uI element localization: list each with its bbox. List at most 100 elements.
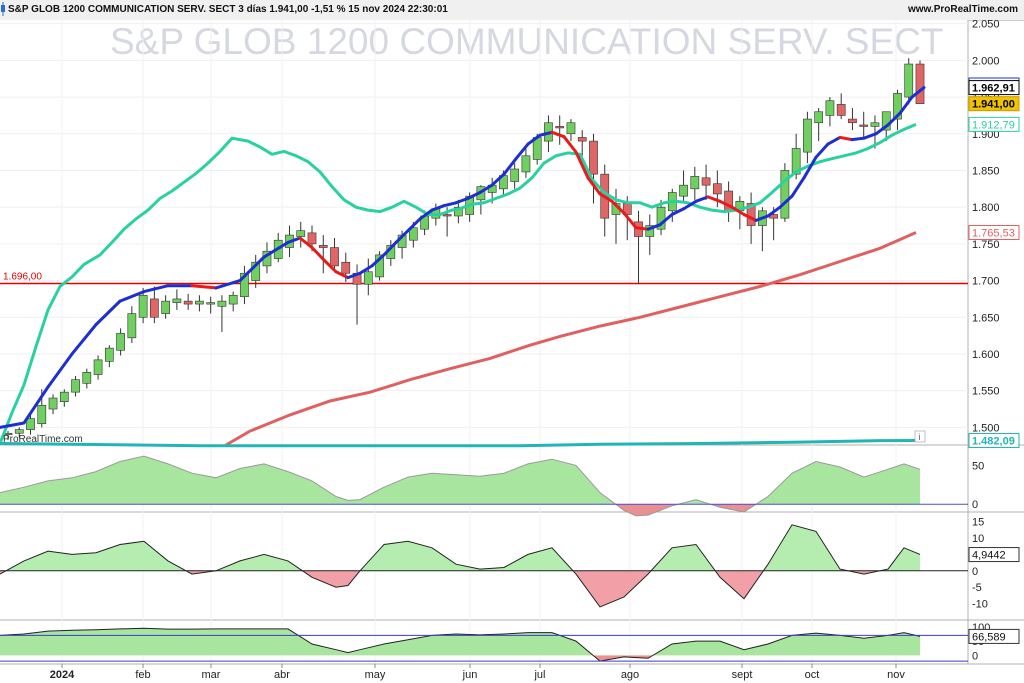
candle-body	[183, 300, 193, 305]
trend-line-segment	[598, 192, 614, 203]
chart-canvas[interactable]: S&P GLOB 1200 COMMUNICATION SERV. SECT 2.…	[0, 20, 1024, 683]
oscillator-y-tick: 0	[972, 566, 978, 578]
price-badge	[968, 96, 1020, 112]
price-badge-label: 1.941,00	[972, 99, 1015, 111]
trend-line-segment	[442, 201, 458, 208]
candle-body	[690, 176, 700, 190]
trend-line-segment	[190, 284, 218, 290]
oscillator-y-tick: 10	[972, 533, 984, 545]
trend-line-segment	[406, 217, 422, 233]
trend-line-segment	[502, 157, 518, 176]
info-icon	[914, 430, 926, 443]
trend-line-segment	[430, 204, 446, 212]
candle-body	[116, 333, 125, 351]
candle-body	[825, 100, 835, 116]
trend-line-segment	[862, 132, 878, 140]
trend-line-segment	[70, 323, 98, 356]
price-badge	[968, 224, 1020, 240]
chart-header-title: S&P GLOB 1200 COMMUNICATION SERV. SECT 3…	[8, 4, 448, 15]
candle-body	[803, 118, 812, 153]
trend-line-segment	[574, 150, 590, 180]
top-bar: S&P GLOB 1200 COMMUNICATION SERV. SECT 3…	[0, 0, 1024, 21]
trend-line-segment	[286, 236, 302, 244]
oscillator-positive-area	[0, 524, 920, 571]
x-tick-label: abr	[274, 669, 290, 681]
trend-line-segment	[310, 246, 326, 262]
moving-average-line-1	[225, 231, 917, 447]
candle-body	[161, 300, 170, 314]
trend-line-segment	[262, 240, 290, 259]
x-tick-label: jul	[533, 669, 545, 681]
candle-body	[442, 214, 452, 217]
price-badge	[968, 433, 1020, 449]
candle-body	[318, 245, 328, 248]
candle-body	[37, 405, 47, 425]
trend-line-segment	[910, 86, 926, 99]
trend-line-segment	[466, 190, 482, 200]
trend-line-segment	[610, 199, 626, 215]
candle-body	[71, 379, 80, 393]
y-tick-label: 1.750	[972, 239, 1000, 251]
oscillator-y-tick: 0	[972, 499, 978, 511]
y-tick-label: 1.800	[972, 202, 1000, 214]
candle-body	[82, 372, 92, 384]
x-tick-label: oct	[805, 669, 820, 681]
candle-body	[589, 140, 598, 175]
candle-body	[375, 254, 384, 278]
candle-body	[454, 206, 463, 217]
trend-line-segment	[790, 176, 806, 198]
oscillator-y-tick: 0	[972, 650, 978, 662]
trend-line-segment	[118, 290, 146, 303]
candle-body	[59, 391, 69, 402]
candle-icon	[1, 2, 5, 16]
candle-body	[836, 104, 846, 116]
candle-body	[701, 177, 711, 186]
trend-line-segment	[850, 136, 866, 142]
candle-body	[127, 313, 137, 339]
trend-line-segment	[742, 213, 758, 222]
trend-line-segment	[646, 223, 662, 231]
candle-body	[521, 155, 531, 173]
moving-average-line-2	[0, 439, 917, 448]
trend-line-segment	[874, 123, 890, 136]
y-tick-label: 1.700	[972, 276, 1000, 288]
x-tick-label: nov	[887, 669, 905, 681]
candle-body	[510, 168, 520, 182]
price-badge-label: 1.912,79	[972, 119, 1015, 131]
chart-title-watermark: S&P GLOB 1200 COMMUNICATION SERV. SECT	[110, 21, 943, 62]
candle-body	[150, 298, 159, 318]
oscillator-y-tick: 50	[972, 460, 984, 472]
x-tick-label: jun	[462, 669, 478, 681]
candle-body	[48, 397, 58, 410]
y-tick-label: 2.000	[972, 55, 1000, 67]
trend-line-segment	[778, 194, 794, 209]
trend-line-segment	[478, 183, 494, 194]
site-url: www.ProRealTime.com	[907, 4, 1018, 15]
y-tick-label: 2.050	[972, 20, 1000, 31]
candle-body	[893, 93, 902, 120]
price-badge	[968, 116, 1020, 132]
trend-line-segment	[358, 264, 374, 275]
y-tick-label: 1.850	[972, 165, 1000, 177]
trend-line-segment	[658, 213, 674, 227]
trend-line-segment	[562, 135, 578, 154]
trend-line-segment	[550, 130, 566, 139]
oscillator-y-tick: 15	[972, 517, 984, 529]
trend-line-segment	[718, 199, 734, 209]
candle-body	[870, 122, 880, 127]
candle-body	[330, 247, 339, 267]
trend-line-segment	[634, 226, 650, 231]
oscillator-line	[0, 627, 921, 662]
x-tick-label: may	[365, 669, 386, 681]
trend-line-segment	[898, 95, 914, 115]
candle-body	[217, 300, 227, 307]
candle-body	[296, 230, 306, 237]
trend-line-segment	[622, 211, 638, 230]
indicator-badge-label: 4,9442	[972, 550, 1006, 562]
price-badge-label: 1.962,91	[972, 83, 1015, 95]
trend-line-segment	[454, 196, 470, 205]
candle-body	[408, 227, 418, 241]
candle-body	[240, 272, 249, 298]
candle-body	[138, 294, 148, 318]
indicator-badge	[968, 547, 1020, 563]
